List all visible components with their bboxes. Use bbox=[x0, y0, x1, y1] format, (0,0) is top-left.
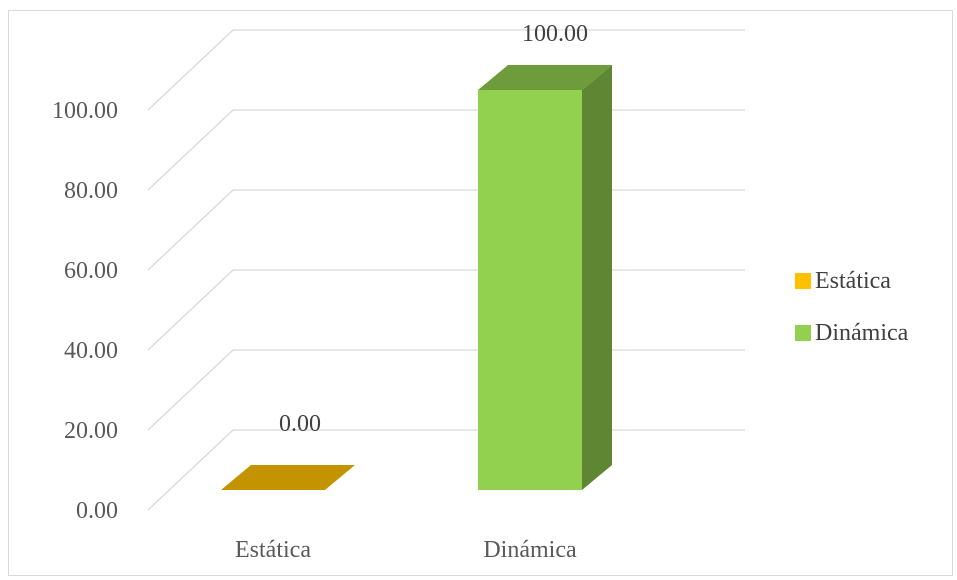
gridline-side bbox=[147, 349, 234, 431]
data-labels: 0.00 100.00 bbox=[279, 21, 588, 437]
y-tick-label: 60.00 bbox=[64, 258, 118, 284]
legend-label-estatica: Estática bbox=[815, 267, 891, 294]
data-label: 100.00 bbox=[522, 21, 588, 47]
data-label: 0.00 bbox=[279, 411, 321, 437]
bar-0 bbox=[221, 465, 355, 490]
gridline-side bbox=[147, 269, 234, 351]
bars bbox=[221, 65, 612, 490]
x-category-label: Estática bbox=[235, 537, 311, 563]
y-axis-ticks: 0.00 20.00 40.00 60.00 80.00 100.00 bbox=[52, 98, 118, 524]
gridline-side bbox=[147, 109, 234, 191]
gridlines bbox=[147, 29, 745, 511]
y-tick-label: 80.00 bbox=[64, 178, 118, 204]
y-tick-label: 20.00 bbox=[64, 418, 118, 444]
bar-1 bbox=[478, 65, 612, 490]
legend-item-estatica: Estática bbox=[795, 255, 908, 307]
legend-label-dinamica: Dinámica bbox=[815, 319, 909, 346]
y-tick-label: 0.00 bbox=[76, 498, 118, 524]
y-tick-label: 100.00 bbox=[52, 98, 118, 124]
x-axis-categories: Estática Dinámica bbox=[235, 537, 577, 563]
bar-side bbox=[582, 65, 612, 490]
bar-top bbox=[478, 65, 612, 90]
bar-front bbox=[478, 90, 582, 490]
legend-swatch-dinamica bbox=[795, 325, 811, 341]
bar-top bbox=[221, 465, 355, 490]
gridline-side bbox=[147, 429, 234, 511]
x-category-label: Dinámica bbox=[483, 537, 577, 563]
legend-swatch-estatica bbox=[795, 273, 811, 289]
gridline-side bbox=[147, 29, 234, 111]
gridline-side bbox=[147, 189, 234, 271]
y-tick-label: 40.00 bbox=[64, 338, 118, 364]
legend: Estática Dinámica bbox=[795, 255, 908, 359]
legend-item-dinamica: Dinámica bbox=[795, 307, 908, 359]
